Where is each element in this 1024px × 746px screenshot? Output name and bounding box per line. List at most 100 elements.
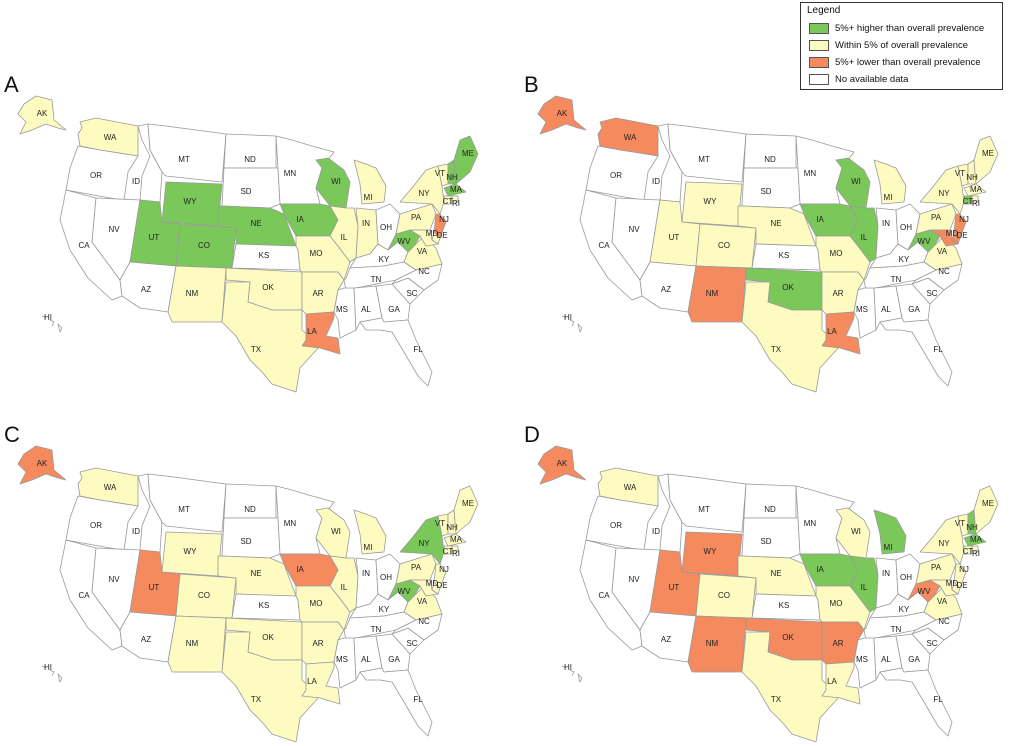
state-label-ma: MA [450,185,463,194]
state-label-vt: VT [435,169,445,178]
state-label-ms: MS [336,305,348,314]
state-label-de: DE [956,581,967,590]
state-ak [17,445,67,485]
state-label-ms: MS [336,655,348,664]
state-label-ga: GA [908,655,920,664]
state-label-hi: HI [564,663,572,672]
state-label-ak: AK [557,109,568,118]
state-label-ky: KY [379,255,390,264]
state-label-wa: WA [104,133,117,142]
map-panel-b: B AK HI WA OR CA ID NV AZ MT WY UT CO NM ND SD NE KS OK TX M… [524,72,999,393]
state-label-ar: AR [832,289,843,298]
state-label-pa: PA [931,213,942,222]
state-label-de: DE [436,231,447,240]
map-panel-c: C AK HI WA OR CA ID NV AZ MT WY UT CO NM ND SD NE KS OK TX M… [4,422,479,743]
state-label-nv: NV [108,225,120,234]
state-label-mn: MN [284,169,297,178]
state-label-nh: NH [446,173,458,182]
state-label-nc: NC [418,267,430,276]
state-label-ma: MA [970,185,983,194]
state-ri [451,545,459,553]
state-label-vt: VT [955,169,965,178]
state-label-wy: WY [184,197,198,206]
state-label-ut: UT [149,583,160,592]
state-label-tn: TN [891,625,902,634]
state-label-pa: PA [411,563,422,572]
state-label-ga: GA [388,305,400,314]
state-label-de: DE [436,581,447,590]
state-label-ky: KY [899,255,910,264]
state-label-md: MD [426,579,439,588]
state-label-mt: MT [178,505,190,514]
state-mi [873,509,907,555]
legend-item-lower: 5%+ lower than overall prevalence [809,56,981,69]
state-nj [433,563,447,589]
state-label-ut: UT [149,233,160,242]
state-la [301,311,341,355]
legend-swatch-lower [809,57,829,68]
state-label-ri: RI [972,199,980,208]
state-label-wi: WI [851,527,861,536]
state-fl [359,667,433,737]
state-label-mo: MO [830,249,843,258]
state-nj [433,213,447,239]
state-label-ky: KY [379,605,390,614]
state-label-ny: NY [938,539,950,548]
state-label-mt: MT [698,505,710,514]
state-ct [963,545,973,555]
state-label-mt: MT [178,155,190,164]
state-label-nv: NV [628,225,640,234]
state-sd [221,517,281,559]
state-label-tx: TX [251,345,262,354]
state-label-nc: NC [418,617,430,626]
state-label-ut: UT [669,583,680,592]
state-ct [963,195,973,205]
state-label-mi: MI [364,543,373,552]
state-label-wv: WV [918,587,932,596]
state-label-nh: NH [966,173,978,182]
state-label-nm: NM [186,289,199,298]
state-label-ms: MS [856,305,868,314]
state-label-co: CO [198,591,210,600]
state-label-ar: AR [832,639,843,648]
state-fl [359,317,433,387]
state-or [585,495,659,551]
state-label-ri: RI [452,199,460,208]
state-label-ca: CA [78,241,90,250]
state-label-wv: WV [398,237,412,246]
state-fl [879,317,953,387]
state-label-de: DE [956,231,967,240]
state-label-ia: IA [816,215,824,224]
state-il [849,205,879,263]
state-label-ny: NY [418,539,430,548]
state-label-la: LA [307,327,317,336]
state-label-wy: WY [184,547,198,556]
state-ri [971,195,979,203]
state-label-wa: WA [104,483,117,492]
legend-swatch-nodata [809,74,829,85]
state-fl [879,667,953,737]
state-label-nh: NH [446,523,458,532]
state-label-hi: HI [44,663,52,672]
state-label-mn: MN [284,519,297,528]
state-label-mi: MI [364,193,373,202]
state-label-ak: AK [37,109,48,118]
state-label-wi: WI [331,527,341,536]
state-label-oh: OH [900,223,912,232]
state-label-ct: CT [963,197,974,206]
state-label-ma: MA [450,535,463,544]
state-nm [687,265,747,323]
state-ak [17,95,67,135]
state-label-or: OR [610,521,622,530]
state-label-il: IL [341,233,348,242]
state-label-wv: WV [398,587,412,596]
state-label-mn: MN [804,519,817,528]
state-label-fl: FL [933,695,943,704]
state-label-or: OR [90,521,102,530]
state-label-oh: OH [380,223,392,232]
state-sd [221,167,281,209]
state-label-il: IL [861,233,868,242]
state-label-vt: VT [435,519,445,528]
state-label-ne: NE [770,219,781,228]
state-label-mi: MI [884,543,893,552]
